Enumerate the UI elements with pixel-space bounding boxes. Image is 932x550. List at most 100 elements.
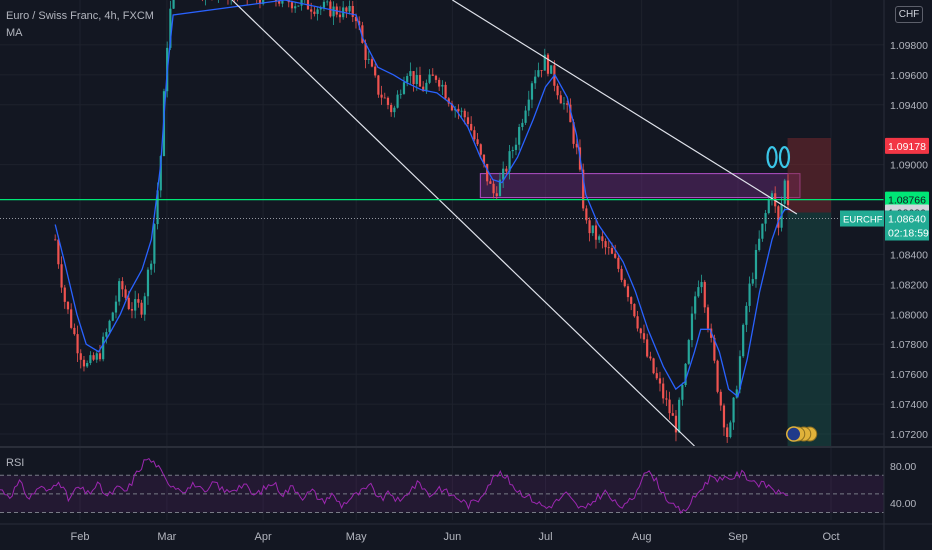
candle-body: [649, 356, 652, 359]
candle-body: [761, 223, 764, 239]
candle-body: [598, 236, 601, 240]
candle-body: [594, 225, 598, 240]
candle-body: [428, 74, 431, 83]
candle-body: [415, 75, 418, 85]
candle-body: [60, 264, 63, 288]
candle-body: [386, 97, 390, 105]
candle: [678, 397, 681, 433]
y-tick-label: 1.08200: [890, 279, 928, 291]
candle: [172, 0, 175, 10]
candle: [521, 118, 524, 131]
candle: [758, 230, 761, 252]
candle-body: [262, 0, 265, 5]
candle: [502, 161, 505, 188]
position-zones: [479, 137, 831, 446]
candle-body: [636, 316, 639, 329]
candle-body: [614, 253, 617, 258]
candle: [479, 143, 482, 159]
candle-body: [447, 98, 450, 104]
candle: [102, 332, 105, 362]
candle: [428, 69, 431, 85]
y-tick-label: 1.09800: [890, 40, 928, 52]
candle-body: [406, 76, 409, 83]
x-tick-label: Aug: [632, 531, 652, 543]
candle: [460, 107, 463, 118]
current-price-text: 1.08640: [888, 214, 926, 226]
candle-body: [418, 75, 422, 87]
x-tick-label: Sep: [728, 531, 748, 543]
candle-body: [364, 42, 367, 60]
candle-body: [332, 6, 335, 17]
candle: [614, 244, 617, 259]
candle-body: [444, 84, 447, 99]
rsi-panel: 80.00 40.00: [0, 457, 916, 515]
candle: [412, 71, 415, 92]
x-tick-label: Jun: [444, 531, 462, 543]
candle-body: [79, 353, 82, 360]
candle: [524, 105, 527, 126]
y-tick-label: 1.08000: [890, 309, 928, 321]
candle-body: [562, 103, 566, 105]
candle-body: [738, 356, 742, 390]
candle: [457, 104, 460, 120]
candle-body: [319, 7, 322, 10]
candle: [111, 311, 114, 322]
candle-body: [140, 302, 143, 315]
candle: [351, 0, 354, 23]
candle: [662, 377, 665, 404]
candle-body: [630, 297, 633, 304]
candle: [114, 295, 118, 319]
candle-body: [498, 179, 502, 197]
candle: [89, 351, 92, 366]
candle: [66, 301, 70, 314]
candle: [70, 303, 73, 330]
candle: [492, 179, 495, 199]
currency-button[interactable]: CHF: [895, 6, 923, 23]
candle: [601, 231, 604, 249]
candle-body: [361, 25, 364, 43]
candle-body: [73, 327, 76, 335]
candle: [313, 6, 316, 17]
candle: [322, 0, 326, 12]
candle-body: [367, 59, 370, 60]
candle: [626, 283, 630, 302]
candle: [543, 48, 546, 71]
candle: [652, 357, 655, 375]
candle: [258, 0, 262, 9]
candle-body: [588, 220, 591, 234]
candle-body: [374, 66, 377, 76]
candle: [588, 217, 591, 242]
candle: [665, 390, 668, 407]
candle-body: [383, 97, 386, 99]
y-tick-label: 1.07800: [890, 339, 928, 351]
x-tick-label: Apr: [255, 531, 272, 543]
candle: [674, 410, 678, 442]
candle-body: [604, 241, 607, 248]
candle-body: [610, 248, 614, 254]
green-badge-text: 1.08766: [888, 195, 926, 207]
candle-body: [86, 363, 89, 367]
y-tick-label: 1.07200: [890, 429, 928, 441]
candle-body: [537, 70, 540, 77]
candle-body: [521, 122, 524, 128]
candle: [754, 244, 758, 288]
candle: [274, 0, 278, 7]
ma-legend[interactable]: MA: [6, 27, 23, 39]
candle-body: [457, 108, 460, 112]
candle: [402, 76, 406, 95]
x-tick-label: Jul: [538, 531, 552, 543]
candle-body: [98, 353, 102, 360]
candle: [604, 238, 607, 255]
rsi-legend[interactable]: RSI: [6, 457, 25, 469]
candle: [495, 186, 498, 200]
candle-body: [556, 85, 559, 96]
candle-body: [390, 104, 393, 113]
candle: [466, 111, 470, 128]
candle-body: [460, 110, 463, 112]
candle: [63, 285, 66, 309]
candle: [764, 209, 767, 232]
candle: [607, 239, 610, 255]
candle-body: [559, 95, 562, 104]
